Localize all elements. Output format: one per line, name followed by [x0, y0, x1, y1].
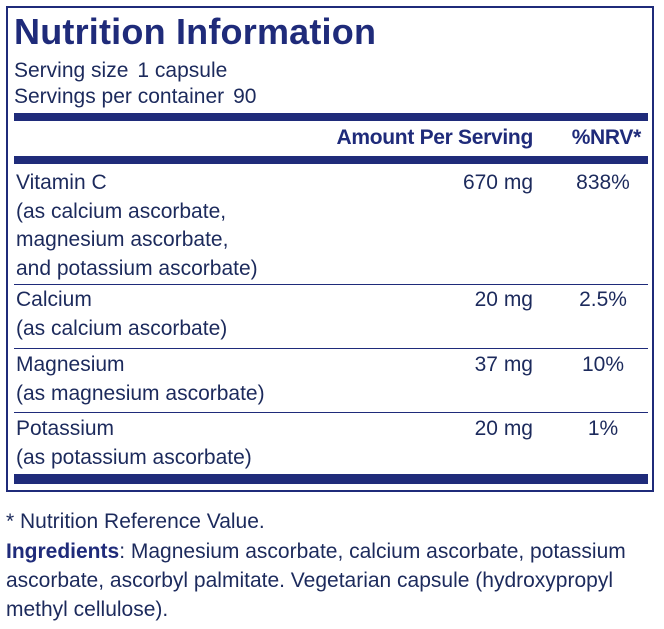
bottom-divider-bar: [14, 474, 648, 484]
nutrient-name-cell: Magnesium (as magnesium ascorbate): [16, 351, 265, 408]
nutrient-name: Potassium: [16, 417, 115, 440]
nutrient-amount: 20 mg: [474, 288, 533, 311]
ingredients-text: : Magnesium ascorbate, calcium ascorbate…: [6, 540, 626, 621]
nutrient-source: (as calcium ascorbate): [16, 316, 228, 340]
nutrient-source: magnesium ascorbate,: [16, 228, 229, 251]
table-row: Potassium (as potassium ascorbate) 20 mg…: [14, 415, 648, 473]
top-divider-bar: [14, 113, 648, 121]
ingredients-label: Ingredients: [6, 540, 120, 563]
table-header: Amount Per Serving %NRV*: [14, 121, 648, 156]
label-title: Nutrition Information: [14, 11, 377, 52]
nutrition-label-panel: [6, 6, 654, 492]
serving-size-label: Serving size: [14, 59, 129, 82]
table-row: Vitamin C (as calcium ascorbate, magnesi…: [14, 169, 648, 282]
nutrient-nrv: 838%: [576, 171, 630, 194]
nutrient-amount: 670 mg: [462, 171, 533, 194]
nutrient-nrv: 1%: [587, 417, 619, 440]
nutrient-name: Magnesium: [16, 353, 125, 376]
nutrient-name-cell: Vitamin C (as calcium ascorbate, magnesi…: [16, 169, 258, 283]
nutrient-nrv: 2.5%: [579, 288, 627, 311]
row-divider: [14, 348, 648, 349]
nutrient-name: Calcium: [16, 288, 92, 311]
nutrient-source: and potassium ascorbate): [16, 256, 258, 280]
header-amount-per-serving: Amount Per Serving: [336, 126, 534, 149]
row-divider: [14, 412, 648, 413]
serving-size: Serving size 1 capsule: [14, 59, 227, 83]
nutrient-name: Vitamin C: [16, 171, 107, 194]
nutrient-amount: 20 mg: [474, 417, 533, 440]
row-divider: [14, 284, 648, 285]
nutrient-name-cell: Potassium (as potassium ascorbate): [16, 415, 252, 472]
nrv-footnote: * Nutrition Reference Value.: [6, 510, 265, 533]
nutrient-nrv: 10%: [581, 353, 625, 376]
ingredients-statement: Ingredients: Magnesium ascorbate, calciu…: [6, 537, 656, 624]
servings-per-container-label: Servings per container: [14, 85, 225, 108]
nutrient-source: (as potassium ascorbate): [16, 445, 252, 469]
nutrient-source: (as magnesium ascorbate): [16, 381, 265, 405]
nutrient-name-cell: Calcium (as calcium ascorbate): [16, 286, 227, 343]
servings-per-container: Servings per container 90: [14, 85, 256, 109]
table-row: Magnesium (as magnesium ascorbate) 37 mg…: [14, 351, 648, 411]
nutrient-source: (as calcium ascorbate,: [16, 199, 227, 223]
header-nrv: %NRV*: [571, 126, 642, 149]
table-row: Calcium (as calcium ascorbate) 20 mg 2.5…: [14, 286, 648, 346]
header-divider-bar: [14, 156, 648, 164]
servings-per-container-value: 90: [233, 85, 257, 108]
nutrient-amount: 37 mg: [474, 353, 533, 376]
serving-size-value: 1 capsule: [137, 59, 228, 82]
